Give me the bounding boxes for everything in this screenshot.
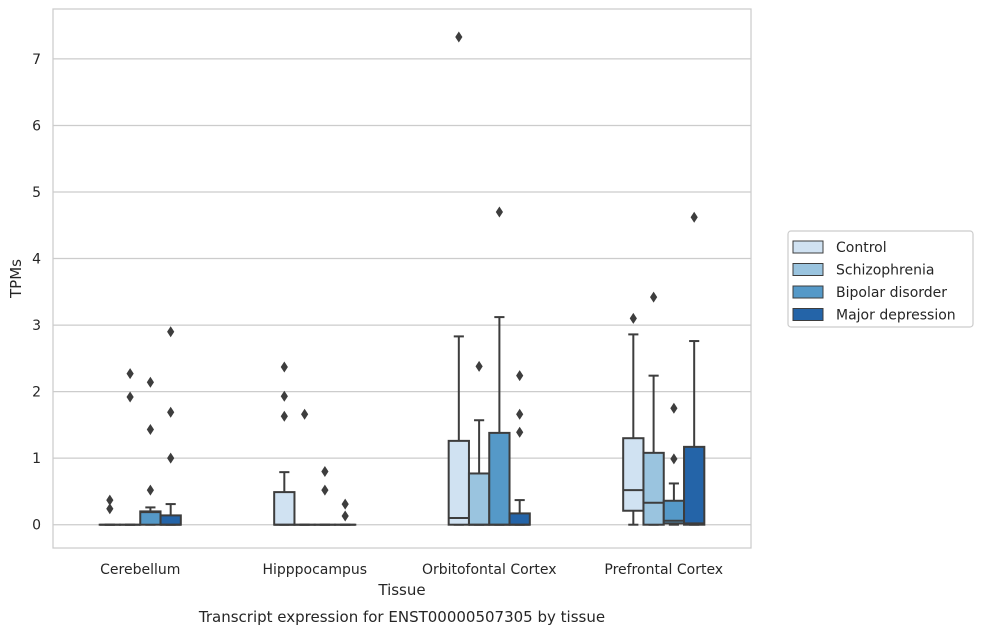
chart-title: Transcript expression for ENST0000050730… (198, 608, 605, 626)
outlier-point (106, 494, 114, 506)
legend-item-bipolar-disorder: Bipolar disorder (792, 285, 947, 301)
x-axis-label: Tissue (377, 581, 425, 599)
box-major-depression (159, 326, 182, 526)
outlier-point (516, 408, 524, 420)
outlier-point (146, 484, 154, 496)
outlier-point (321, 484, 329, 496)
legend: Control Schizophrenia Bipolar disorder Majo… (787, 230, 974, 328)
legend-item-major-depression: Major depression (792, 308, 956, 324)
outlier-point (516, 426, 524, 438)
box-schizophrenia (467, 360, 491, 526)
outlier-point (475, 360, 483, 372)
x-tick-label: Cerebellum (100, 562, 180, 578)
box-control (622, 312, 645, 526)
legend-label: Control (836, 240, 887, 256)
y-tick-label: 2 (32, 385, 41, 401)
y-axis-ticks: 0 1 2 3 4 5 6 7 (32, 52, 41, 534)
legend-label: Major depression (836, 308, 956, 324)
box-schizophrenia (118, 368, 142, 526)
outlier-point (670, 402, 678, 414)
outlier-point (280, 390, 288, 402)
x-tick-label: Hipppocampus (262, 562, 367, 578)
y-axis-label: TPMs (7, 259, 25, 299)
box-control (447, 31, 470, 526)
outlier-point (516, 370, 524, 382)
y-tick-label: 6 (32, 118, 41, 134)
box-control (273, 361, 296, 526)
legend-item-schizophrenia: Schizophrenia (792, 263, 934, 279)
box-major-depression (334, 498, 357, 526)
legend-frame (787, 230, 974, 328)
box-iqr (139, 510, 162, 526)
x-tick-label: Orbitofontal Cortex (422, 562, 557, 578)
box-major-depression (508, 370, 531, 526)
outlier-point (167, 406, 175, 418)
box-group-cerebellum (98, 326, 182, 526)
box-schizophrenia (293, 408, 316, 526)
outlier-point (301, 408, 309, 420)
box-group-prefrontal-cortex (622, 211, 706, 526)
x-tick-label: Prefrontal Cortex (604, 562, 723, 578)
outlier-point (495, 206, 503, 218)
box-schizophrenia (642, 291, 665, 526)
box-iqr (159, 514, 182, 526)
box-iqr (467, 472, 491, 526)
outlier-point (167, 326, 175, 338)
box-group-orbitofontal-cortex (447, 31, 531, 526)
y-tick-label: 5 (32, 185, 41, 201)
legend-label: Bipolar disorder (836, 285, 947, 301)
outlier-point (670, 453, 678, 465)
legend-swatch (792, 263, 824, 276)
outlier-point (280, 410, 288, 422)
box-iqr (447, 439, 470, 526)
outlier-point (321, 465, 329, 477)
box-groups (98, 31, 706, 526)
outlier-point (690, 211, 698, 223)
outlier-point (146, 376, 154, 388)
plot-frame (52, 8, 752, 549)
box-bipolar-disorder (139, 376, 162, 526)
box-iqr (508, 512, 531, 526)
legend-swatch (792, 285, 824, 299)
box-iqr (642, 451, 665, 526)
y-tick-label: 4 (32, 252, 41, 268)
outlier-point (280, 361, 288, 373)
box-major-depression (683, 211, 706, 526)
outlier-point (126, 368, 134, 380)
outlier-point (455, 31, 463, 43)
box-iqr (683, 445, 706, 526)
x-axis-ticks: Cerebellum Hipppocampus Orbitofontal Corte… (100, 562, 723, 578)
box-bipolar-disorder (662, 402, 686, 526)
outlier-point (126, 391, 134, 403)
box-iqr (488, 431, 511, 526)
box-group-hipppocampus (273, 361, 357, 526)
box-iqr (273, 491, 296, 526)
outlier-point (167, 452, 175, 464)
outlier-point (341, 510, 349, 522)
y-tick-label: 0 (32, 518, 41, 534)
outlier-point (106, 503, 114, 515)
outlier-point (629, 312, 637, 324)
legend-swatch (792, 240, 824, 254)
y-tick-label: 1 (32, 451, 41, 467)
legend-swatch (792, 308, 824, 321)
box-iqr (622, 437, 645, 512)
box-bipolar-disorder (488, 206, 511, 526)
legend-item-control: Control (792, 240, 887, 256)
box-bipolar-disorder (313, 465, 337, 526)
outlier-point (650, 291, 658, 303)
outlier-point (341, 498, 349, 510)
y-tick-label: 3 (32, 318, 41, 334)
y-tick-label: 7 (32, 52, 41, 68)
outlier-point (146, 424, 154, 436)
box-control (98, 494, 121, 526)
legend-label: Schizophrenia (836, 263, 934, 279)
